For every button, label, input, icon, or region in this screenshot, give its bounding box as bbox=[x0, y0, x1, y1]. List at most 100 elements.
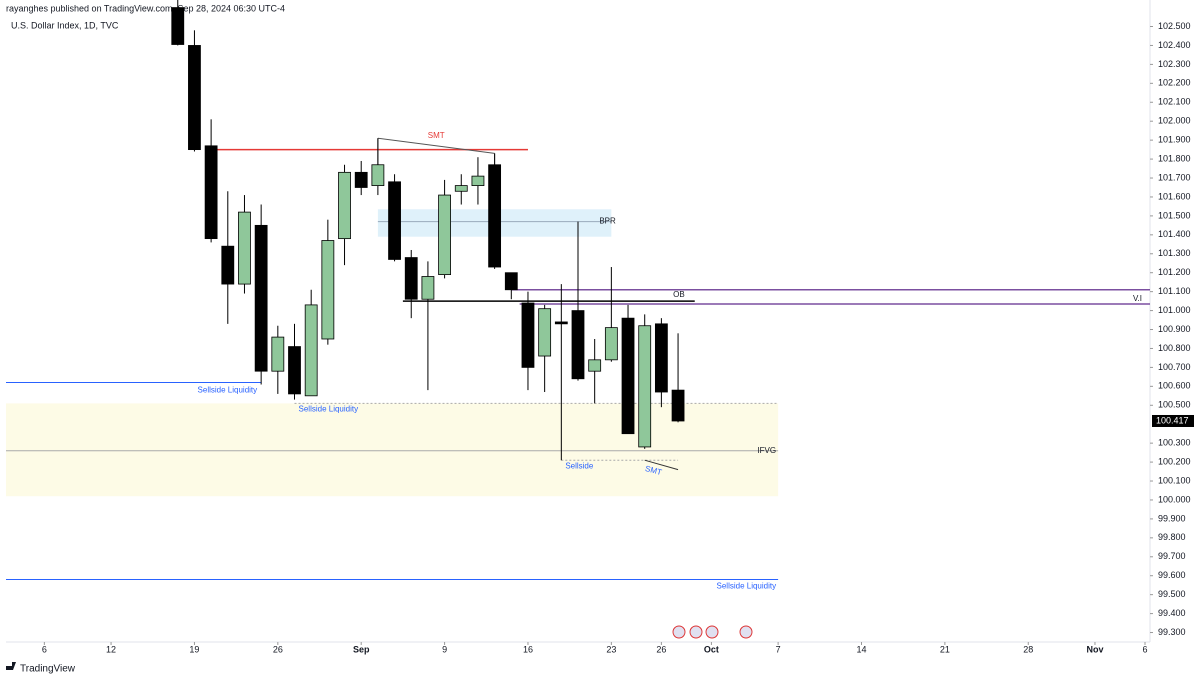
candle-body bbox=[354, 171, 368, 188]
candle-body bbox=[238, 211, 251, 285]
y-tick-label: 102.500 bbox=[1158, 21, 1191, 31]
candle-body bbox=[421, 276, 435, 300]
annotation-label: Sellside Liquidity bbox=[299, 404, 359, 413]
annotation-label: IFVG bbox=[757, 446, 776, 455]
candle-body bbox=[438, 194, 451, 276]
symbol: U.S. Dollar Index, 1D, TVC bbox=[11, 20, 119, 30]
x-tick-label: Oct bbox=[704, 644, 719, 654]
candle-body bbox=[171, 7, 185, 45]
y-tick-label: 102.200 bbox=[1158, 78, 1191, 88]
candle-body bbox=[254, 224, 268, 372]
last-price-box bbox=[1152, 414, 1194, 427]
candle-body bbox=[504, 272, 518, 291]
event-icon[interactable] bbox=[705, 625, 719, 639]
candle-body bbox=[604, 327, 618, 361]
event-icon[interactable] bbox=[739, 625, 753, 639]
candle-body bbox=[554, 321, 568, 325]
x-tick-label: 6 bbox=[1142, 644, 1147, 654]
x-tick-label: 19 bbox=[189, 644, 199, 654]
annotation-label: SMT bbox=[428, 131, 445, 140]
candle-body bbox=[488, 164, 502, 268]
candle-body bbox=[588, 359, 602, 372]
plot-area: BPR SMT OB V.I Sellside Liquidity Sellside Li… bbox=[6, 0, 1150, 591]
y-tick-label: 99.900 bbox=[1158, 513, 1186, 523]
annotation-line bbox=[377, 137, 495, 154]
brand: TradingView bbox=[20, 664, 76, 675]
y-tick-label: 101.300 bbox=[1158, 248, 1191, 258]
y-tick-label: 102.300 bbox=[1158, 59, 1191, 69]
annotation-label: SMT bbox=[644, 464, 663, 477]
x-tick-label: 26 bbox=[656, 644, 666, 654]
y-tick-label: 99.800 bbox=[1158, 532, 1186, 542]
y-tick-label: 101.800 bbox=[1158, 153, 1191, 163]
candle-body bbox=[271, 336, 285, 372]
candle-body bbox=[304, 304, 318, 397]
y-tick-label: 102.000 bbox=[1158, 116, 1191, 126]
y-tick-label: 100.300 bbox=[1158, 438, 1191, 448]
annotation-line bbox=[644, 459, 679, 471]
y-tick-label: 101.400 bbox=[1158, 229, 1191, 239]
y-tick-label: 99.300 bbox=[1158, 627, 1186, 637]
y-tick-label: 101.600 bbox=[1158, 191, 1191, 201]
annotation-label: BPR bbox=[599, 217, 616, 226]
annotation-label: OB bbox=[673, 290, 685, 299]
y-tick-label: 100.600 bbox=[1158, 381, 1191, 391]
event-icon[interactable] bbox=[689, 625, 703, 639]
y-tick-label: 101.700 bbox=[1158, 172, 1191, 182]
y-tick-label: 101.500 bbox=[1158, 210, 1191, 220]
candle-body bbox=[188, 45, 201, 151]
y-tick-label: 102.100 bbox=[1158, 97, 1191, 107]
annotation-label: Sellside Liquidity bbox=[198, 386, 258, 395]
byline: rayanghes published on TradingView.com, … bbox=[6, 3, 285, 13]
zone bbox=[6, 403, 779, 497]
y-tick-label: 100.500 bbox=[1158, 400, 1191, 410]
candle-body bbox=[338, 171, 351, 240]
x-tick-label: 16 bbox=[523, 644, 533, 654]
y-tick-label: 99.600 bbox=[1158, 570, 1186, 580]
annotation-label: Sellside bbox=[565, 461, 594, 470]
candle-body bbox=[321, 240, 335, 340]
annotation-label: V.I bbox=[1133, 294, 1142, 303]
candle-body bbox=[638, 325, 652, 448]
brand-logo bbox=[6, 662, 16, 670]
y-tick-label: 101.200 bbox=[1158, 267, 1191, 277]
y-tick-label: 100.200 bbox=[1158, 456, 1191, 466]
candle-body bbox=[288, 346, 301, 395]
candle-body bbox=[204, 145, 218, 240]
x-tick-label: 12 bbox=[106, 644, 116, 654]
x-tick-label: Sep bbox=[353, 644, 370, 654]
x-tick-label: 14 bbox=[856, 644, 866, 654]
candle-body bbox=[454, 185, 468, 192]
x-tick-label: 21 bbox=[940, 644, 950, 654]
last-price-label: 100.417 bbox=[1156, 415, 1189, 425]
y-tick-label: 100.800 bbox=[1158, 343, 1191, 353]
candle-body bbox=[654, 323, 668, 393]
x-tick-label: Nov bbox=[1086, 644, 1103, 654]
y-tick-label: 100.100 bbox=[1158, 475, 1191, 485]
y-tick-label: 102.400 bbox=[1158, 40, 1191, 50]
y-tick-label: 99.500 bbox=[1158, 589, 1186, 599]
candle-body bbox=[404, 257, 418, 300]
event-icons bbox=[672, 625, 753, 639]
y-tick-label: 100.700 bbox=[1158, 362, 1191, 372]
event-icon[interactable] bbox=[672, 625, 686, 639]
x-tick-label: 6 bbox=[42, 644, 47, 654]
x-tick-label: 9 bbox=[442, 644, 447, 654]
y-tick-label: 100.000 bbox=[1158, 494, 1191, 504]
y-tick-label: 100.900 bbox=[1158, 324, 1191, 334]
candle-body bbox=[471, 175, 485, 186]
candle-body bbox=[538, 308, 552, 357]
candle-body bbox=[571, 310, 585, 380]
y-tick-label: 99.400 bbox=[1158, 608, 1186, 618]
candle-body bbox=[388, 181, 401, 260]
x-tick-label: 7 bbox=[776, 644, 781, 654]
annotation-label: Sellside Liquidity bbox=[717, 582, 777, 591]
x-tick-label: 26 bbox=[273, 644, 283, 654]
y-tick-label: 101.000 bbox=[1158, 305, 1191, 315]
candle-body bbox=[521, 302, 535, 368]
candle-body bbox=[221, 245, 235, 285]
x-tick-label: 23 bbox=[606, 644, 616, 654]
x-tick-label: 28 bbox=[1023, 644, 1033, 654]
